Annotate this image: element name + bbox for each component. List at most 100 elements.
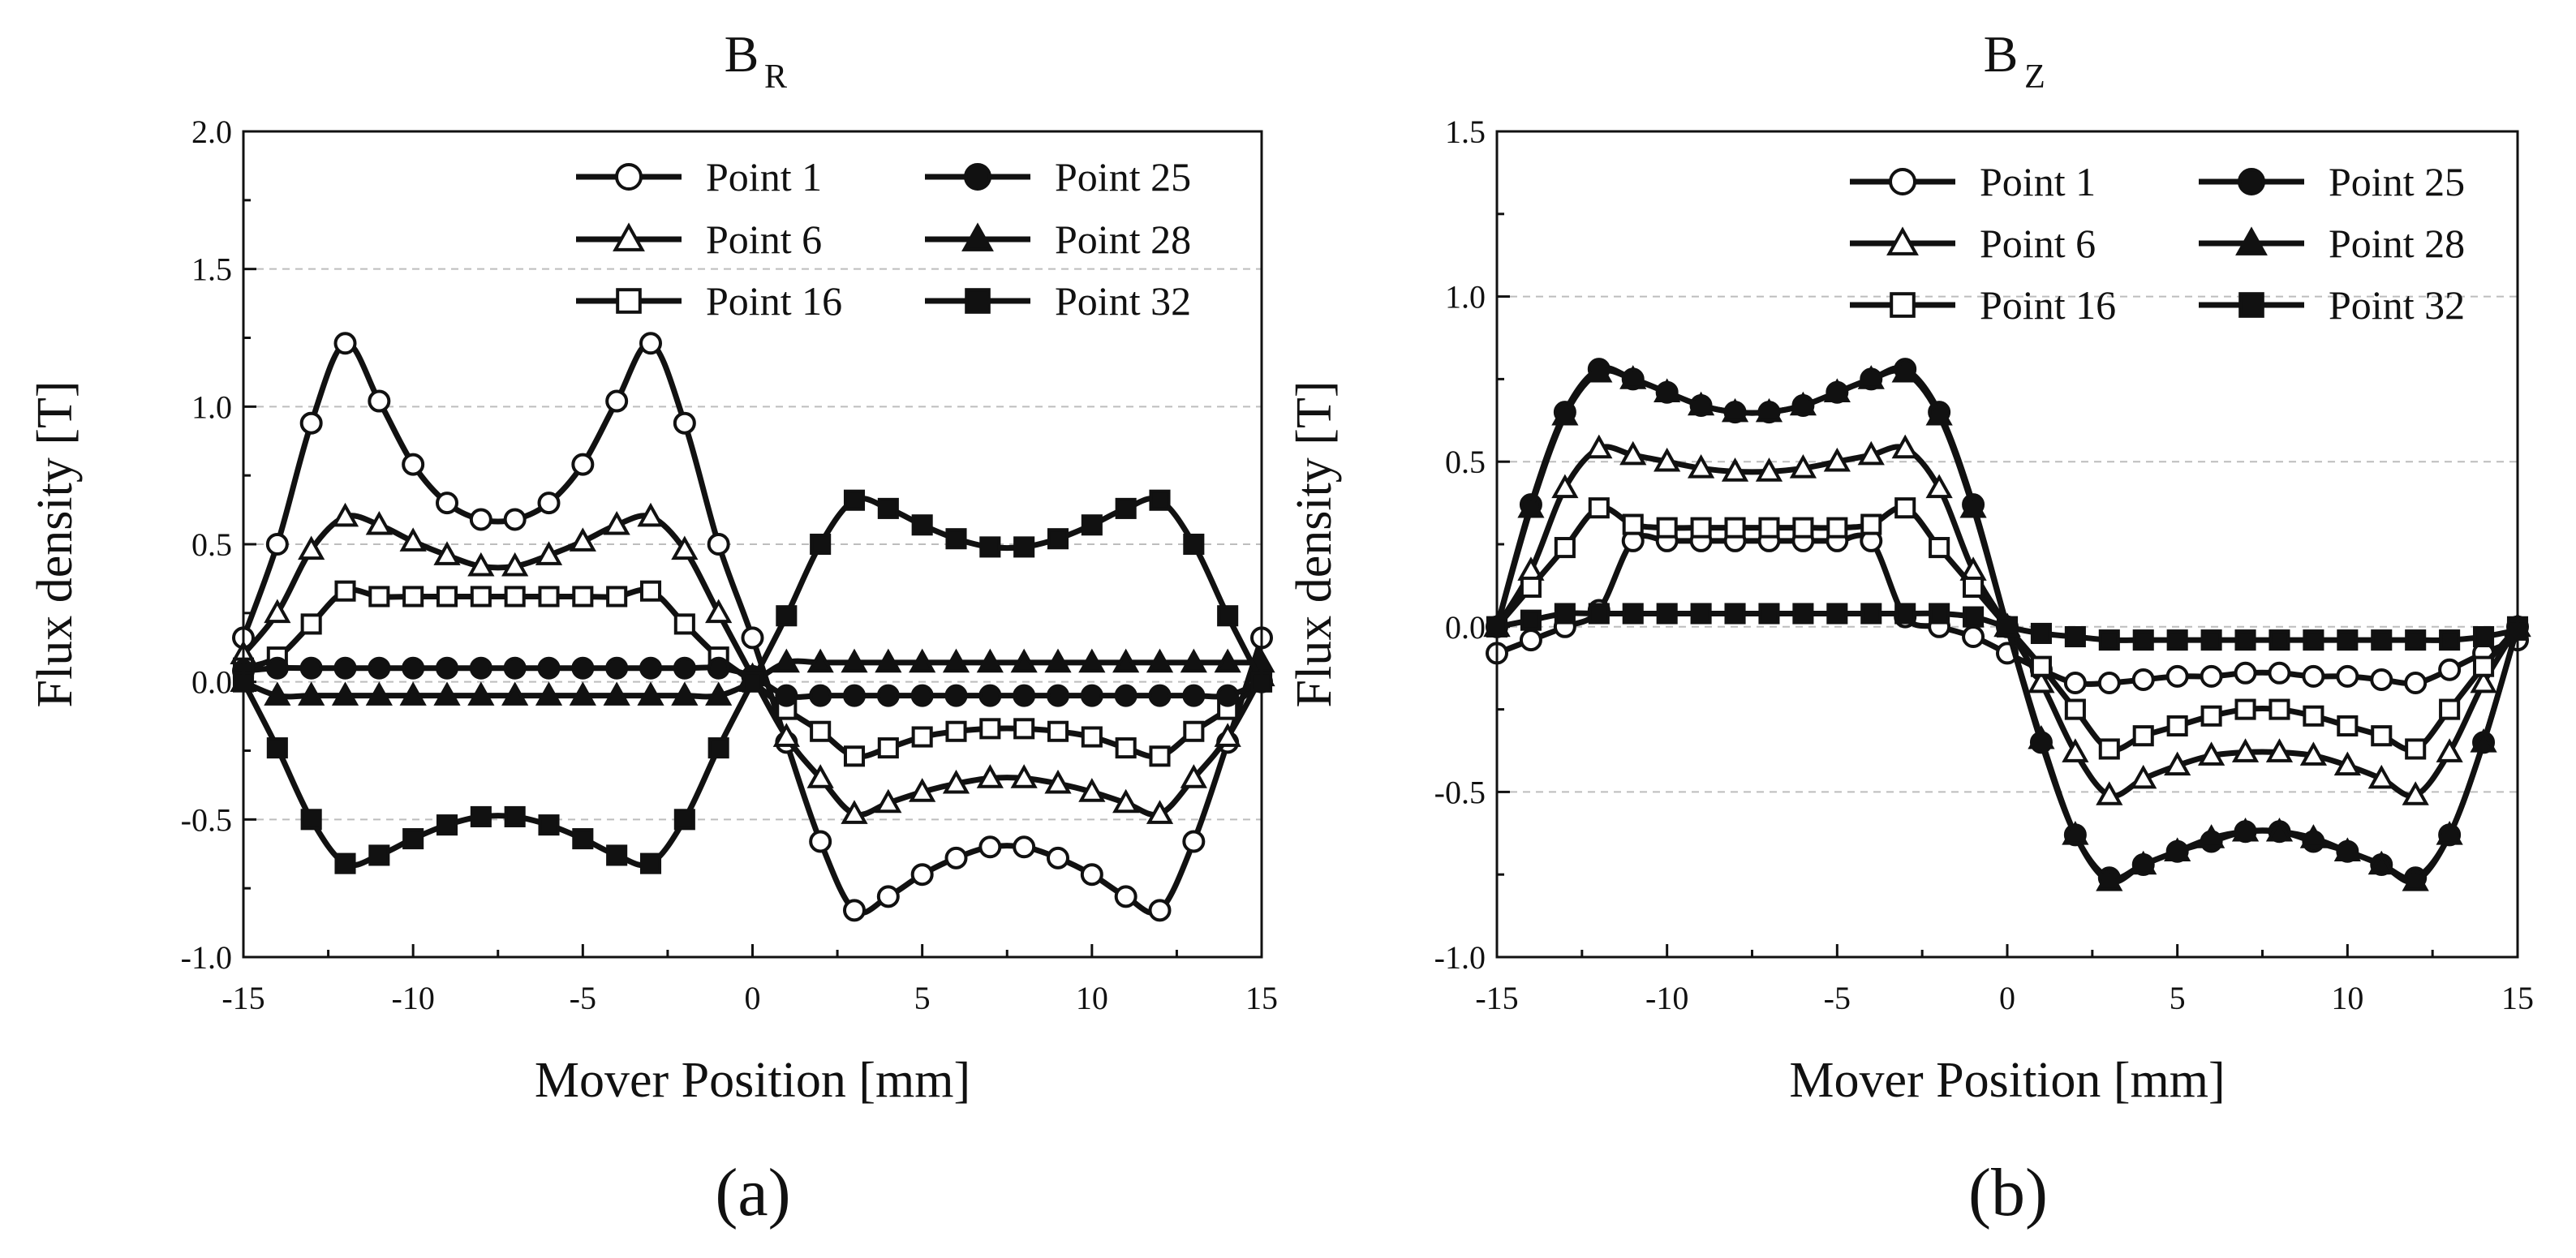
data-point (2367, 850, 2395, 875)
data-point (911, 726, 933, 748)
data-point (976, 648, 1004, 673)
data-point (2200, 629, 2222, 651)
data-point (2337, 629, 2359, 651)
data-point (1078, 648, 1106, 673)
data-point (1047, 846, 1069, 869)
data-point (2096, 867, 2123, 891)
data-point (365, 681, 393, 706)
data-point (1792, 603, 1814, 625)
data-point (436, 656, 458, 680)
data-point (1146, 800, 1174, 824)
data-point (399, 527, 427, 552)
data-point (1929, 603, 1950, 625)
data-point (402, 828, 424, 850)
data-point (1789, 454, 1817, 479)
data-point (2470, 728, 2497, 753)
data-point (1183, 720, 1205, 742)
data-point (1010, 764, 1038, 788)
data-point (569, 527, 596, 552)
legend-label: Point 25 (1055, 154, 1191, 200)
data-point (1962, 625, 1985, 649)
data-point (673, 809, 695, 831)
data-point (2231, 738, 2260, 762)
data-point (1891, 358, 1919, 383)
data-point (467, 552, 495, 577)
x-axis-label: Mover Position [mm] (1789, 1053, 2225, 1108)
x-tick-label: 10 (2331, 980, 2363, 1016)
data-point (298, 535, 325, 560)
data-point (2269, 629, 2290, 651)
data-point (333, 656, 357, 680)
data-point (368, 389, 391, 413)
data-point (2030, 655, 2052, 677)
data-point (639, 332, 662, 355)
data-point (843, 899, 866, 922)
data-point (469, 656, 492, 680)
data-point (1724, 517, 1746, 539)
data-point (2333, 837, 2361, 861)
data-point (707, 656, 730, 680)
data-point (1619, 365, 1647, 389)
data-point (1823, 447, 1851, 472)
legend-marker (2238, 292, 2264, 318)
data-point (331, 502, 359, 527)
legend-label: Point 16 (706, 278, 842, 324)
data-point (535, 681, 563, 706)
legend-label: Point 32 (2329, 282, 2465, 328)
legend-label: Point 32 (1055, 278, 1191, 324)
data-point (2165, 664, 2189, 688)
data-point (2473, 625, 2495, 648)
y-axis-label: Flux density [T] (28, 381, 83, 708)
data-point (504, 805, 526, 827)
data-point (809, 830, 832, 853)
data-point (806, 764, 834, 788)
data-point (399, 681, 427, 706)
data-point (843, 489, 866, 511)
legend-marker (2235, 226, 2268, 255)
data-point (2371, 629, 2393, 651)
data-point (2131, 668, 2155, 691)
data-point (265, 656, 289, 680)
data-point (571, 656, 595, 680)
data-point (707, 737, 729, 759)
data-point (1112, 648, 1140, 673)
data-point (1755, 457, 1783, 482)
data-point (2166, 629, 2188, 651)
y-tick-label: 0.0 (191, 664, 232, 701)
data-point (537, 656, 561, 680)
data-point (1758, 603, 1780, 625)
legend-label: Point 25 (2329, 159, 2465, 204)
data-point (1217, 605, 1239, 627)
panel-label: (a) (715, 1155, 790, 1230)
data-point (298, 681, 325, 706)
data-point (2438, 658, 2462, 681)
data-point (1182, 684, 1206, 707)
data-point (2234, 698, 2256, 720)
data-point (1519, 629, 1542, 652)
data-point (639, 656, 662, 680)
data-point (1588, 603, 1610, 625)
y-tick-label: 1.5 (1445, 114, 1486, 150)
data-point (910, 684, 934, 707)
data-point (705, 599, 733, 624)
x-axis-label: Mover Position [mm] (535, 1053, 970, 1108)
data-point (2166, 715, 2188, 736)
data-point (299, 411, 323, 435)
data-point (673, 656, 696, 680)
data-point (2132, 629, 2154, 651)
data-point (1656, 517, 1678, 539)
y-axis-label: Flux density [T] (1287, 381, 1342, 708)
data-point (673, 613, 695, 635)
data-point (1585, 434, 1613, 459)
data-point (1517, 493, 1545, 518)
data-point (942, 769, 970, 794)
data-point (368, 844, 390, 866)
data-point (538, 814, 560, 836)
x-tick-label: -5 (1824, 980, 1851, 1016)
data-point (810, 533, 832, 556)
data-point (2234, 661, 2257, 685)
data-point (1826, 517, 1848, 539)
data-point (1149, 745, 1171, 767)
data-point (501, 681, 529, 706)
